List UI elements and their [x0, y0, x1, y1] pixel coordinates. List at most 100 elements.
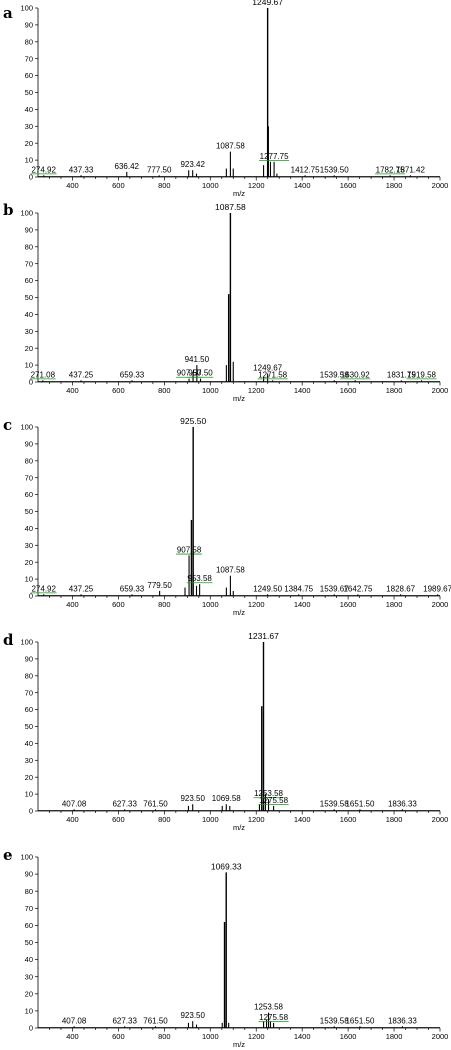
x-tick-label: 1400	[294, 1032, 311, 1041]
peak-label: 779.50	[147, 581, 172, 590]
y-tick-label: 30	[25, 756, 33, 765]
y-tick-label: 40	[25, 955, 33, 964]
x-tick-label: 400	[66, 181, 79, 190]
y-tick-label: 100	[20, 423, 33, 432]
peak-label: 907.58	[177, 545, 202, 554]
peak-label: 1069.33	[211, 861, 242, 871]
peak-label: 1539.67	[320, 584, 349, 593]
x-tick-label: 400	[66, 815, 79, 824]
x-tick-label: 800	[158, 815, 171, 824]
y-tick-label: 50	[25, 88, 33, 97]
spectrum-panel-a: a 0 10 20 30 40 50 60 70 80 90 100 400 600 800 1000 1200…	[3, 0, 448, 198]
y-tick-label: 0	[29, 173, 33, 182]
x-tick-label: 2000	[432, 386, 449, 395]
x-tick-label: 1000	[202, 815, 219, 824]
peak-label: 1271.58	[258, 370, 287, 379]
x-tick-label: 1800	[386, 1032, 403, 1041]
x-tick-label: 1200	[248, 181, 265, 190]
x-axis-label: m/z	[233, 1040, 245, 1049]
y-tick-label: 20	[25, 139, 33, 148]
peak-label: 1651.50	[345, 799, 374, 808]
peak-label: 1782.75	[376, 165, 405, 174]
peak-label: 627.33	[112, 1016, 137, 1025]
peak-label: 1384.75	[284, 584, 313, 593]
peak-label: 1275.58	[259, 1013, 288, 1022]
peak-label: 907.50	[177, 369, 202, 378]
y-tick-label: 20	[25, 989, 33, 998]
y-tick-label: 60	[25, 276, 33, 285]
spectrum-panel-b: b 0 10 20 30 40 50 60 70 80 90 100 400 600 800 1000 1200…	[3, 201, 448, 403]
peak-label: 437.25	[69, 584, 94, 593]
peak-label: 407.08	[62, 799, 87, 808]
peak-label: 777.50	[147, 165, 172, 174]
y-tick-label: 10	[25, 361, 33, 370]
y-tick-label: 80	[25, 887, 33, 896]
x-tick-label: 600	[112, 600, 125, 609]
x-tick-label: 1200	[248, 815, 265, 824]
x-tick-label: 2000	[432, 600, 449, 609]
x-tick-label: 1400	[294, 600, 311, 609]
x-tick-label: 2000	[432, 815, 449, 824]
peak-label: 1253.58	[254, 1003, 283, 1012]
x-tick-label: 1600	[340, 815, 357, 824]
peak-label: 437.25	[69, 370, 94, 379]
peak-label: 1087.58	[215, 202, 246, 212]
y-tick-label: 20	[25, 773, 33, 782]
y-tick-label: 90	[25, 870, 33, 879]
x-tick-label: 400	[66, 600, 79, 609]
panel-letter: b	[3, 201, 14, 219]
peak-label: 925.50	[180, 416, 206, 426]
y-tick-label: 90	[25, 440, 33, 449]
x-tick-label: 1000	[202, 1032, 219, 1041]
peak-label: 1831.75	[387, 370, 416, 379]
y-tick-label: 60	[25, 705, 33, 714]
panel-letter: a	[3, 4, 13, 22]
y-tick-label: 40	[25, 524, 33, 533]
x-tick-label: 600	[112, 386, 125, 395]
x-tick-label: 1600	[340, 386, 357, 395]
peak-label: 957.50	[188, 369, 213, 378]
y-tick-label: 30	[25, 122, 33, 131]
x-axis-label: m/z	[233, 394, 245, 403]
x-tick-label: 600	[112, 181, 125, 190]
y-tick-label: 10	[25, 1007, 33, 1016]
y-tick-label: 80	[25, 671, 33, 680]
x-tick-label: 1400	[294, 181, 311, 190]
y-tick-label: 100	[20, 4, 33, 13]
peak-label: 923.50	[180, 794, 205, 803]
peak-label: 761.50	[143, 1016, 168, 1025]
x-axis-label: m/z	[233, 608, 245, 617]
spectrum-panel-d: d 0 10 20 30 40 50 60 70 80 90 100 400 600 800 1000 1200…	[3, 631, 448, 832]
x-tick-label: 800	[158, 1032, 171, 1041]
x-tick-label: 1800	[386, 386, 403, 395]
peak-label: 923.42	[180, 160, 205, 169]
y-tick-label: 70	[25, 259, 33, 268]
x-tick-label: 1200	[248, 600, 265, 609]
x-tick-label: 1800	[386, 600, 403, 609]
y-tick-label: 60	[25, 490, 33, 499]
peak-label: 636.42	[115, 162, 140, 171]
peak-label: 1087.58	[216, 142, 245, 151]
x-tick-label: 1400	[294, 386, 311, 395]
peak-label: 1249.50	[253, 584, 282, 593]
y-tick-label: 10	[25, 790, 33, 799]
x-tick-label: 1800	[386, 815, 403, 824]
x-axis-label: m/z	[233, 823, 245, 832]
x-tick-label: 2000	[432, 181, 449, 190]
y-tick-label: 90	[25, 21, 33, 30]
x-tick-label: 1600	[340, 181, 357, 190]
x-tick-label: 1600	[340, 1032, 357, 1041]
peak-label: 761.50	[143, 799, 168, 808]
y-tick-label: 40	[25, 105, 33, 114]
y-tick-label: 30	[25, 327, 33, 336]
peak-label: 659.33	[120, 370, 145, 379]
peak-label: 1275.58	[259, 796, 288, 805]
peak-label: 271.08	[31, 370, 56, 379]
y-tick-label: 60	[25, 921, 33, 930]
peak-label: 1412.75	[291, 165, 320, 174]
spectrum-panel-e: e 0 10 20 30 40 50 60 70 80 90 100 400 600 800 1000 1200…	[3, 846, 448, 1049]
peak-label: 1277.75	[260, 152, 289, 161]
y-tick-label: 70	[25, 54, 33, 63]
y-tick-label: 10	[25, 156, 33, 165]
